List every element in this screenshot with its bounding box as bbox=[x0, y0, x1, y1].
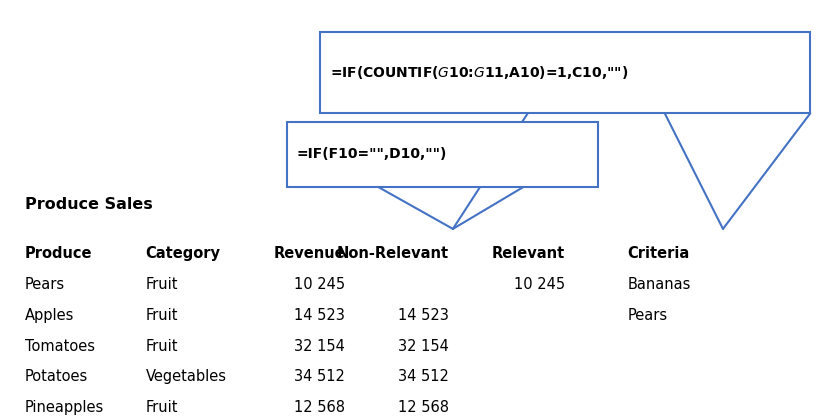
Text: Fruit: Fruit bbox=[145, 277, 178, 292]
Text: Bananas: Bananas bbox=[627, 277, 691, 292]
Text: Pears: Pears bbox=[627, 308, 667, 323]
Text: 34 512: 34 512 bbox=[294, 369, 345, 384]
Text: Produce Sales: Produce Sales bbox=[25, 197, 153, 213]
FancyBboxPatch shape bbox=[320, 32, 810, 113]
Text: Produce: Produce bbox=[25, 246, 92, 261]
Text: Fruit: Fruit bbox=[145, 339, 178, 354]
Text: Potatoes: Potatoes bbox=[25, 369, 88, 384]
Text: 14 523: 14 523 bbox=[294, 308, 345, 323]
Text: Pineapples: Pineapples bbox=[25, 400, 104, 415]
Text: Fruit: Fruit bbox=[145, 308, 178, 323]
Text: =IF(COUNTIF($G$10:$G$11,A10)=1,C10,""): =IF(COUNTIF($G$10:$G$11,A10)=1,C10,"") bbox=[330, 64, 628, 81]
Text: Vegetables: Vegetables bbox=[145, 369, 226, 384]
Text: Criteria: Criteria bbox=[627, 246, 690, 261]
Text: Non-Relevant: Non-Relevant bbox=[337, 246, 449, 261]
Text: Pears: Pears bbox=[25, 277, 65, 292]
Text: 32 154: 32 154 bbox=[294, 339, 345, 354]
Text: 32 154: 32 154 bbox=[398, 339, 449, 354]
Text: =IF(F10="",D10,""): =IF(F10="",D10,"") bbox=[297, 147, 447, 161]
Text: Category: Category bbox=[145, 246, 220, 261]
Text: 10 245: 10 245 bbox=[293, 277, 345, 292]
FancyBboxPatch shape bbox=[287, 122, 598, 187]
Text: Revenue: Revenue bbox=[273, 246, 345, 261]
Text: 12 568: 12 568 bbox=[294, 400, 345, 415]
Text: 12 568: 12 568 bbox=[398, 400, 449, 415]
Text: Fruit: Fruit bbox=[145, 400, 178, 415]
Text: 14 523: 14 523 bbox=[398, 308, 449, 323]
Text: Apples: Apples bbox=[25, 308, 74, 323]
Text: Tomatoes: Tomatoes bbox=[25, 339, 95, 354]
Text: 10 245: 10 245 bbox=[514, 277, 565, 292]
Text: 34 512: 34 512 bbox=[398, 369, 449, 384]
Text: Relevant: Relevant bbox=[492, 246, 565, 261]
